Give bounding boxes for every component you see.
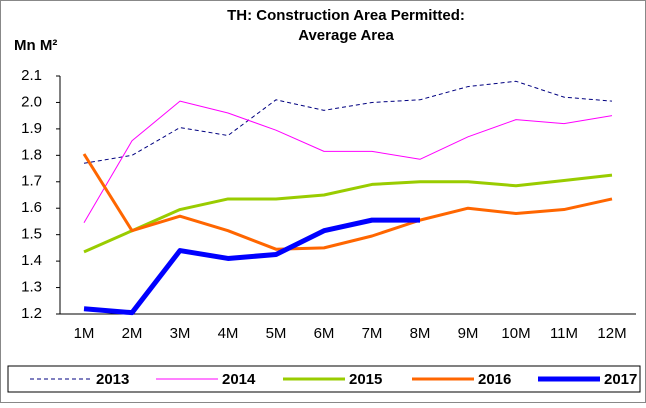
y-tick-label: 1.8 — [21, 146, 42, 163]
legend-box — [7, 365, 641, 393]
y-tick-label: 1.5 — [21, 226, 42, 243]
y-tick-label: 1.6 — [21, 199, 42, 216]
series-line — [83, 217, 420, 316]
x-tick-label: 4M — [218, 325, 239, 342]
x-tick-label: 1M — [74, 325, 95, 342]
y-tick-label: 1.7 — [21, 173, 42, 190]
legend-label: 2017 — [604, 371, 637, 388]
legend-label: 2014 — [222, 371, 256, 388]
x-tick-label: 10M — [501, 325, 530, 342]
series-line — [83, 100, 613, 224]
y-tick-label: 1.2 — [21, 305, 42, 322]
x-tick-label: 12M — [597, 325, 626, 342]
y-tick-label: 1.3 — [21, 279, 42, 296]
series-line — [83, 173, 613, 254]
x-tick-label: 6M — [314, 325, 335, 342]
x-tick-label: 5M — [266, 325, 287, 342]
x-tick-label: 3M — [170, 325, 191, 342]
chart-title: Average Area — [298, 27, 394, 44]
y-tick-label: 1.9 — [21, 120, 42, 137]
y-tick-label: 2.0 — [21, 93, 42, 110]
x-tick-label: 11M — [550, 325, 578, 342]
y-axis-label: Mn M² — [14, 37, 57, 54]
x-tick-label: 7M — [362, 325, 383, 342]
y-tick-label: 2.1 — [21, 67, 42, 84]
x-tick-label: 9M — [458, 325, 479, 342]
x-tick-label: 2M — [122, 325, 143, 342]
series-line — [82, 153, 613, 251]
legend-label: 2013 — [96, 371, 129, 388]
legend-label: 2015 — [349, 371, 382, 388]
legend-label: 2016 — [478, 371, 511, 388]
chart-title: TH: Construction Area Permitted: — [227, 7, 465, 24]
series-line — [83, 80, 613, 164]
y-tick-label: 1.4 — [21, 252, 42, 269]
x-tick-label: 8M — [410, 325, 431, 342]
